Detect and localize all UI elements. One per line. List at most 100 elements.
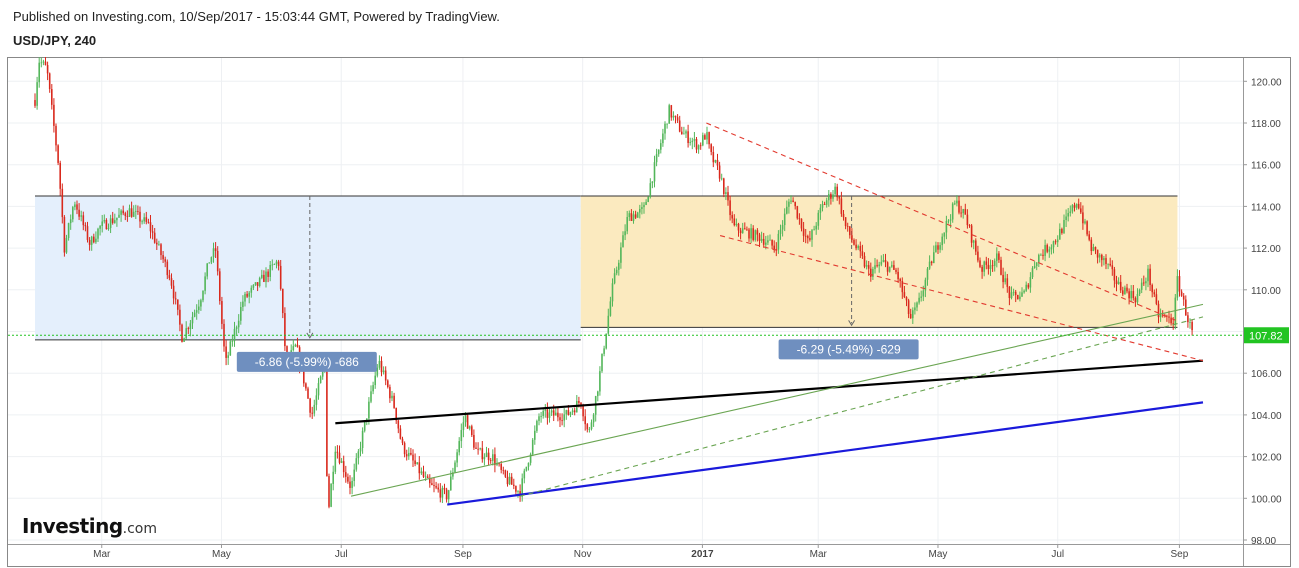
x-tick-label: Sep [454,549,472,560]
candle-body [162,255,164,260]
candle-body [193,312,196,317]
candle-body [939,245,941,250]
candle-body [225,346,227,358]
candle-body [1103,258,1105,261]
candle-body [1157,303,1160,318]
green-dashed-line [519,316,1204,497]
candle-body [823,204,826,205]
chart-area[interactable]: 98.00100.00102.00104.00106.00108.00110.0… [7,57,1291,567]
candle-body [985,261,988,265]
candle-body [916,302,918,308]
candle-body [1124,287,1126,295]
candle-body [368,401,370,419]
candle-body [1014,291,1017,295]
candle-body [347,476,349,482]
candle-body [729,200,731,216]
candle-body [82,215,85,226]
candle-body [798,218,801,220]
candle-body [1138,289,1141,295]
candle-body [762,238,765,245]
candle-body [620,247,622,263]
candle-body [326,363,328,477]
candle-body [599,371,601,392]
candle-body [863,255,866,267]
candle-body [191,316,194,324]
candle-body [767,240,769,243]
published-caption: Published on Investing.com, 10/Sep/2017 … [13,9,500,24]
candle-body [746,229,748,231]
candle-body [252,284,255,288]
candle-body [237,320,240,328]
candle-body [357,451,360,459]
candle-body [378,360,381,368]
candle-body [1134,298,1137,303]
y-tick-label: 106.00 [1251,369,1282,380]
candle-body [59,162,61,189]
candle-body [475,447,477,449]
candle-body [303,366,305,384]
candle-body [219,271,221,302]
candle-body [166,261,169,276]
candle-body [918,297,920,303]
candle-body [1101,254,1103,261]
candle-body [977,251,979,261]
candle-body [124,213,127,216]
candle-body [317,383,320,396]
candle-body [74,204,76,208]
measure-label-bg [236,351,377,372]
candle-body [414,460,416,465]
candle-body [855,244,857,249]
candle-body [769,239,771,241]
candle-body [825,200,828,205]
candle-body [483,457,486,460]
candle-body [735,223,738,226]
x-tick-label: Sep [1171,549,1189,560]
candle-body [204,276,206,291]
y-tick-label: 118.00 [1251,119,1281,130]
candle-body [542,410,544,416]
candle-body [1073,205,1076,208]
candle-body [466,415,469,429]
candle-body [1117,281,1120,285]
candle-body [569,412,572,415]
candle-body [1128,291,1130,299]
candle-body [366,418,368,421]
candle-body [48,73,51,90]
candle-body [788,201,790,207]
candle-body [471,426,473,435]
candle-body [861,251,864,256]
candle-body [294,344,297,347]
candle-body [405,454,408,457]
candle-body [44,61,47,66]
x-tick-label: Nov [574,549,592,560]
candle-body [563,414,565,421]
candle-body [636,212,639,218]
candle-body [93,236,95,243]
price-chart[interactable]: 98.00100.00102.00104.00106.00108.00110.0… [7,57,1291,567]
candle-body [473,434,475,448]
candle-body [540,415,542,417]
candle-body [1122,290,1124,295]
candle-body [809,238,811,240]
candle-body [401,438,404,443]
candle-body [248,292,250,297]
candle-body [1017,294,1019,300]
candle-body [468,426,471,429]
candle-body [628,213,631,218]
candle-body [271,264,274,266]
symbol-title: USD/JPY, 240 [13,33,97,48]
candle-body [618,262,620,270]
candle-body [786,206,788,214]
x-tick-label: Jul [335,549,348,560]
candle-body [1069,211,1072,214]
candle-body [111,218,114,223]
candle-body [954,203,956,205]
candle-body [865,265,868,267]
candle-body [67,223,70,238]
candle-body [84,225,87,227]
black-trendline [335,359,1204,425]
candle-body [141,221,143,223]
candle-body [1056,239,1059,243]
candle-body [716,159,719,166]
candle-body [349,481,351,488]
